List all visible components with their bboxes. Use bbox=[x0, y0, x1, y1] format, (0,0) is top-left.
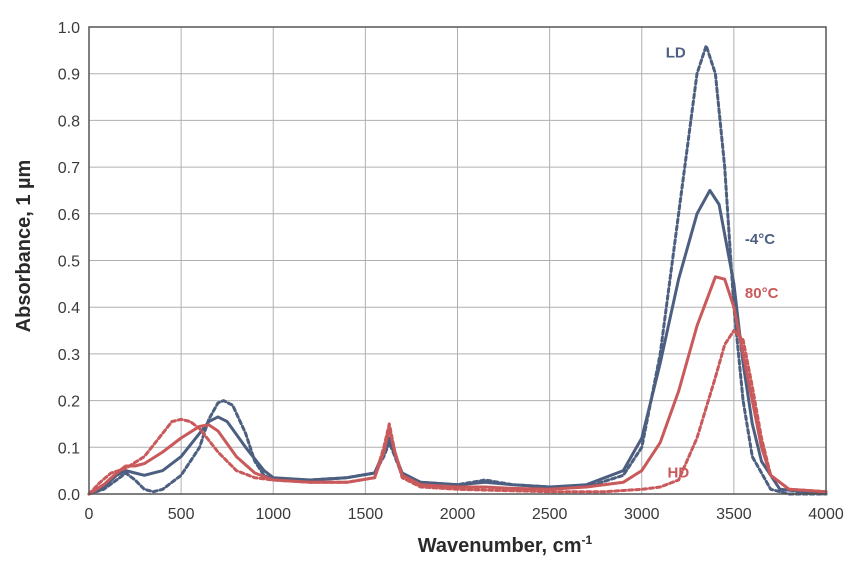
y-axis-title: Absorbance, 1 µm bbox=[13, 160, 35, 333]
y-tick-label: 0.3 bbox=[58, 347, 80, 364]
x-axis-title: Wavenumber, cm-1 bbox=[418, 533, 593, 557]
y-tick-label: 0.1 bbox=[58, 440, 80, 457]
annotation-hd: HD bbox=[668, 465, 690, 482]
series-line-4 bbox=[87, 329, 828, 496]
x-tick-label: 0 bbox=[85, 506, 94, 523]
series-lines bbox=[87, 44, 828, 496]
plot-frame bbox=[88, 26, 827, 495]
y-tick-label: 0.8 bbox=[58, 113, 80, 130]
y-tick-label: 0.5 bbox=[58, 254, 80, 271]
x-tick-label: 3500 bbox=[716, 506, 752, 523]
x-tick-label: 2000 bbox=[440, 506, 476, 523]
annotation-m4: -4°C bbox=[745, 231, 775, 248]
x-tick-label: 1000 bbox=[255, 506, 291, 523]
x-tick-label: 500 bbox=[168, 506, 195, 523]
y-tick-label: 0.0 bbox=[58, 487, 80, 504]
y-tick-label: 0.4 bbox=[58, 300, 80, 317]
x-tick-label: 4000 bbox=[808, 506, 844, 523]
annotation-ld: LD bbox=[666, 44, 686, 61]
y-tick-label: 0.7 bbox=[58, 160, 80, 177]
annotations: LD -4°C 80°C HD bbox=[666, 44, 779, 481]
x-tick-label: 2500 bbox=[532, 506, 568, 523]
tick-labels: 0 500 1000 1500 2000 2500 3000 3500 4000 0.0 0.1 0.… bbox=[58, 20, 844, 523]
x-tick-label: 1500 bbox=[348, 506, 384, 523]
y-tick-label: 0.6 bbox=[58, 207, 80, 224]
y-tick-label: 0.2 bbox=[58, 394, 80, 411]
annotation-t80: 80°C bbox=[745, 285, 779, 302]
y-tick-label: 1.0 bbox=[58, 20, 80, 37]
grid-lines bbox=[88, 26, 827, 495]
x-tick-label: 3000 bbox=[624, 506, 660, 523]
y-tick-label: 0.9 bbox=[58, 67, 80, 84]
